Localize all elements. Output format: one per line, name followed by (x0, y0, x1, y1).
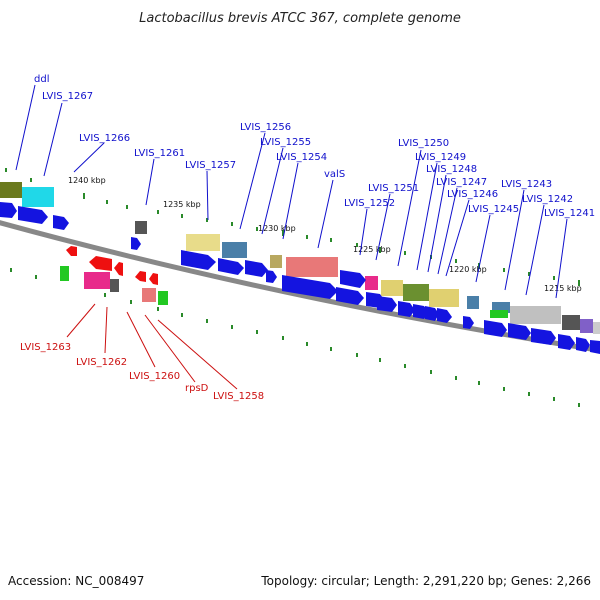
forward-gene-arrow (425, 306, 439, 321)
gene-label: LVIS_1267 (42, 91, 93, 102)
gene-label: LVIS_1263 (20, 342, 71, 353)
gene-label: LVIS_1257 (185, 160, 236, 171)
category-box (490, 310, 508, 318)
reverse-gene-arrows (66, 246, 158, 285)
category-box (110, 279, 119, 292)
gene-label: LVIS_1246 (447, 189, 498, 200)
forward-gene-arrow (437, 308, 452, 323)
forward-gene-arrows (0, 202, 600, 354)
reverse-gene-arrow (66, 246, 77, 256)
category-box (60, 266, 69, 281)
gene-label: LVIS_1262 (76, 357, 127, 368)
forward-gene-arrow (484, 320, 507, 337)
accession-label: Accession: NC_008497 (8, 574, 144, 588)
gene-label: ddl (34, 74, 49, 85)
category-box (186, 234, 220, 251)
category-box (492, 302, 510, 313)
forward-gene-arrow (340, 270, 366, 288)
category-boxes (0, 182, 600, 334)
tick-label: 1240 kbp (68, 176, 106, 185)
category-box (135, 221, 147, 234)
forward-gene-arrow (377, 296, 397, 312)
forward-gene-arrow (0, 202, 17, 218)
gene-label: LVIS_1250 (398, 138, 449, 149)
category-box (142, 288, 156, 302)
gene-label: LVIS_1266 (79, 133, 130, 144)
tick-label: 1230 kbp (258, 224, 296, 233)
outer-tick-ring (5, 168, 580, 286)
map-title: Lactobacillus brevis ATCC 367, complete … (139, 11, 461, 26)
reverse-gene-arrow (89, 256, 112, 271)
category-box (403, 284, 429, 301)
category-box (381, 280, 403, 296)
gene-label: LVIS_1260 (129, 371, 180, 382)
forward-gene-arrow (463, 316, 474, 329)
gene-label: LVIS_1251 (368, 183, 419, 194)
category-box (593, 322, 600, 334)
forward-gene-arrow (576, 337, 590, 352)
gene-label: rpsD (185, 383, 209, 394)
category-box (158, 291, 168, 305)
forward-gene-arrow (245, 260, 268, 277)
forward-gene-arrow (398, 301, 415, 317)
gene-label: valS (324, 169, 345, 180)
gene-label: LVIS_1254 (276, 152, 327, 163)
tick-label: 1220 kbp (449, 265, 487, 274)
forward-gene-arrow (218, 258, 244, 275)
forward-gene-arrow (558, 334, 575, 350)
category-box (270, 255, 282, 268)
gene-label: LVIS_1243 (501, 179, 552, 190)
gene-label: LVIS_1252 (344, 198, 395, 209)
category-box (22, 187, 54, 207)
genome-summary: Topology: circular; Length: 2,291,220 bp… (260, 574, 591, 588)
forward-gene-arrow (508, 323, 531, 340)
forward-gene-arrow (266, 270, 277, 283)
gene-label: LVIS_1258 (213, 391, 264, 402)
gene-label: LVIS_1249 (415, 152, 466, 163)
reverse-gene-labels: LVIS_1263 LVIS_1262 LVIS_1260 rpsD LVIS_… (20, 342, 264, 402)
category-box (365, 276, 378, 290)
category-box (510, 306, 561, 324)
tick-label: 1225 kbp (353, 245, 391, 254)
forward-gene-arrow (18, 206, 48, 224)
category-box (0, 182, 22, 198)
gene-label: LVIS_1242 (522, 194, 573, 205)
category-box (286, 257, 338, 277)
inner-tick-ring (10, 268, 580, 407)
forward-gene-arrow (531, 328, 556, 345)
forward-gene-labels: ddl LVIS_1267 LVIS_1266 LVIS_1261 LVIS_1… (34, 74, 595, 219)
forward-gene-arrow (131, 237, 141, 250)
forward-gene-arrow (590, 340, 600, 354)
category-box (562, 315, 580, 330)
category-box (429, 289, 459, 307)
gene-label: LVIS_1248 (426, 164, 477, 175)
gene-label: LVIS_1245 (468, 204, 519, 215)
forward-gene-arrow (282, 275, 338, 299)
gene-label: LVIS_1261 (134, 148, 185, 159)
gene-label: LVIS_1255 (260, 137, 311, 148)
tick-label: 1235 kbp (163, 200, 201, 209)
category-box (84, 272, 110, 289)
reverse-gene-arrow (135, 271, 146, 282)
category-box (467, 296, 479, 309)
gene-label: LVIS_1241 (544, 208, 595, 219)
reverse-gene-arrow (114, 262, 123, 276)
forward-gene-arrow (53, 215, 69, 230)
reverse-category-boxes (60, 266, 168, 305)
reverse-leader-lines (66, 303, 238, 390)
category-box (222, 242, 247, 258)
forward-leader-lines (15, 84, 568, 299)
gene-label: LVIS_1247 (436, 177, 487, 188)
forward-gene-arrow (181, 250, 216, 270)
category-box (580, 319, 593, 333)
reverse-gene-arrow (149, 273, 158, 285)
tick-label: 1215 kbp (544, 284, 582, 293)
gene-label: LVIS_1256 (240, 122, 291, 133)
forward-gene-arrow (336, 287, 364, 305)
